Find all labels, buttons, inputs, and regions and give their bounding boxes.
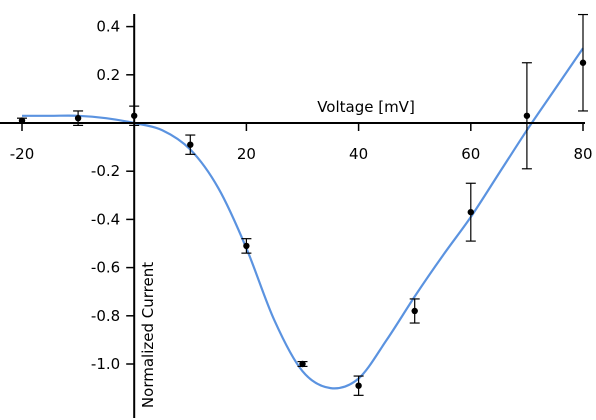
- x-tick-label: 80: [573, 145, 592, 163]
- y-axis-title: Normalized Current: [139, 262, 157, 408]
- data-point: [355, 382, 362, 389]
- x-axis-title: Voltage [mV]: [317, 98, 415, 116]
- x-tick-label: 40: [349, 145, 368, 163]
- y-tick-label: -0.4: [91, 210, 120, 228]
- y-tick-label: -0.8: [91, 307, 120, 325]
- y-tick-label: 0.2: [96, 66, 120, 84]
- data-point: [467, 208, 474, 216]
- fit-curve-layer: [21, 47, 584, 390]
- ticks: -20 20 40 60 80 0.4 0.2 -0.2 -0.4 -0.6 -0.8 -1.0: [10, 18, 593, 373]
- y-tick-label: -0.6: [91, 259, 120, 277]
- axes: [0, 14, 585, 418]
- data-point: [131, 112, 138, 119]
- y-tick-label: -1.0: [91, 355, 120, 373]
- x-tick-label: 20: [237, 145, 256, 163]
- data-point: [579, 59, 587, 66]
- x-tick-label: 60: [461, 145, 480, 163]
- data-point: [523, 112, 531, 119]
- data-points: [18, 59, 587, 389]
- data-point: [299, 360, 306, 368]
- data-point: [187, 141, 194, 148]
- data-point: [411, 307, 418, 315]
- y-tick-label: -0.2: [91, 162, 120, 180]
- x-tick-label: -20: [10, 145, 35, 163]
- data-point: [18, 117, 26, 124]
- data-point: [243, 242, 250, 250]
- data-point: [74, 114, 82, 122]
- y-tick-label: 0.4: [96, 18, 120, 36]
- fit-curve: [21, 47, 584, 390]
